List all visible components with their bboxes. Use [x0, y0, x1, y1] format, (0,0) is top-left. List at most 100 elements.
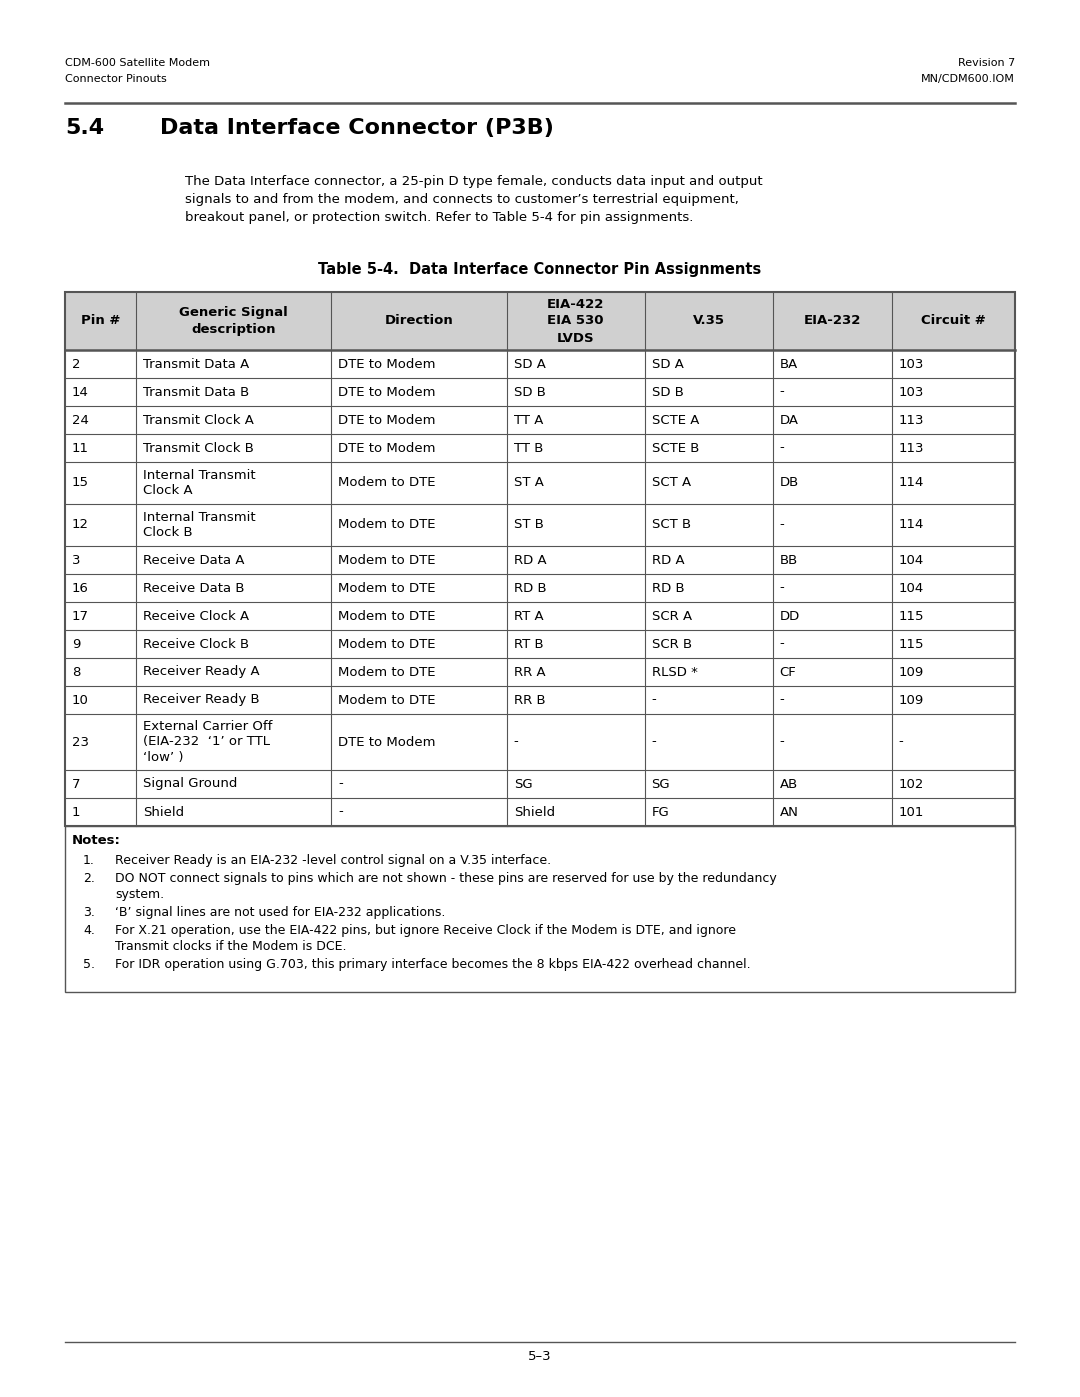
Text: MN/CDM600.IOM: MN/CDM600.IOM [921, 74, 1015, 84]
Text: SG: SG [514, 778, 532, 791]
Text: -: - [780, 693, 784, 707]
Text: Notes:: Notes: [72, 834, 121, 847]
Text: 115: 115 [899, 609, 924, 623]
Text: Receive Data A: Receive Data A [144, 553, 245, 567]
Text: DA: DA [780, 414, 799, 426]
Text: RT A: RT A [514, 609, 543, 623]
Text: ST A: ST A [514, 476, 543, 489]
Text: SCT A: SCT A [651, 476, 690, 489]
Text: 16: 16 [72, 581, 89, 595]
Bar [65, 826, 1015, 992]
Text: DTE to Modem: DTE to Modem [338, 735, 435, 749]
Text: Modem to DTE: Modem to DTE [338, 609, 435, 623]
Text: DTE to Modem: DTE to Modem [338, 358, 435, 370]
Text: signals to and from the modem, and connects to customer’s terrestrial equipment,: signals to and from the modem, and conne… [185, 193, 739, 205]
Text: 113: 113 [899, 414, 924, 426]
Text: 113: 113 [899, 441, 924, 454]
Text: -: - [899, 735, 903, 749]
Text: -: - [780, 581, 784, 595]
Text: 104: 104 [899, 581, 923, 595]
Text: 9: 9 [72, 637, 80, 651]
Text: SCR A: SCR A [651, 609, 691, 623]
Text: 109: 109 [899, 693, 923, 707]
Text: DD: DD [780, 609, 800, 623]
Text: -: - [651, 735, 657, 749]
Text: Table 5-4.  Data Interface Connector Pin Assignments: Table 5-4. Data Interface Connector Pin … [319, 263, 761, 277]
Text: 1: 1 [72, 806, 81, 819]
Text: EIA-422
EIA 530
LVDS: EIA-422 EIA 530 LVDS [546, 298, 605, 345]
Text: RD A: RD A [651, 553, 684, 567]
Text: Generic Signal
description: Generic Signal description [179, 306, 288, 337]
Text: For X.21 operation, use the EIA-422 pins, but ignore Receive Clock if the Modem : For X.21 operation, use the EIA-422 pins… [114, 923, 735, 937]
Text: SCTE B: SCTE B [651, 441, 699, 454]
Text: 114: 114 [899, 476, 923, 489]
Text: Transmit Clock A: Transmit Clock A [144, 414, 254, 426]
Text: Connector Pinouts: Connector Pinouts [65, 74, 166, 84]
Text: Receive Clock A: Receive Clock A [144, 609, 249, 623]
Text: TT B: TT B [514, 441, 543, 454]
Text: Receive Clock B: Receive Clock B [144, 637, 249, 651]
Text: 104: 104 [899, 553, 923, 567]
Text: 1.: 1. [83, 854, 95, 868]
Text: DTE to Modem: DTE to Modem [338, 414, 435, 426]
Bar [65, 292, 1015, 351]
Text: -: - [338, 778, 342, 791]
Text: SCR B: SCR B [651, 637, 691, 651]
Text: 14: 14 [72, 386, 89, 398]
Text: Modem to DTE: Modem to DTE [338, 476, 435, 489]
Text: -: - [338, 806, 342, 819]
Text: Shield: Shield [514, 806, 555, 819]
Text: 5–3: 5–3 [528, 1350, 552, 1363]
Text: Receiver Ready is an EIA-232 -level control signal on a V.35 interface.: Receiver Ready is an EIA-232 -level cont… [114, 854, 551, 868]
Text: Modem to DTE: Modem to DTE [338, 518, 435, 531]
Text: DTE to Modem: DTE to Modem [338, 441, 435, 454]
Text: -: - [651, 693, 657, 707]
Text: Transmit Clock B: Transmit Clock B [144, 441, 254, 454]
Text: Direction: Direction [384, 314, 454, 327]
Text: Transmit Data A: Transmit Data A [144, 358, 249, 370]
Text: breakout panel, or protection switch. Refer to Table 5-4 for pin assignments.: breakout panel, or protection switch. Re… [185, 211, 693, 224]
Text: 17: 17 [72, 609, 89, 623]
Text: 7: 7 [72, 778, 81, 791]
Text: 8: 8 [72, 665, 80, 679]
Text: 5.: 5. [83, 958, 95, 971]
Text: RR B: RR B [514, 693, 545, 707]
Text: 15: 15 [72, 476, 89, 489]
Text: RD B: RD B [651, 581, 684, 595]
Text: Shield: Shield [144, 806, 185, 819]
Text: FG: FG [651, 806, 670, 819]
Bar [65, 292, 1015, 826]
Text: 24: 24 [72, 414, 89, 426]
Text: 102: 102 [899, 778, 923, 791]
Text: Data Interface Connector (P3B): Data Interface Connector (P3B) [160, 117, 554, 138]
Text: Receiver Ready B: Receiver Ready B [144, 693, 260, 707]
Text: Internal Transmit: Internal Transmit [144, 469, 256, 482]
Text: Modem to DTE: Modem to DTE [338, 581, 435, 595]
Text: RT B: RT B [514, 637, 543, 651]
Text: For IDR operation using G.703, this primary interface becomes the 8 kbps EIA-422: For IDR operation using G.703, this prim… [114, 958, 751, 971]
Text: SG: SG [651, 778, 670, 791]
Text: DTE to Modem: DTE to Modem [338, 386, 435, 398]
Text: 2: 2 [72, 358, 81, 370]
Text: Clock B: Clock B [144, 527, 193, 539]
Text: 5.4: 5.4 [65, 117, 104, 138]
Text: 11: 11 [72, 441, 89, 454]
Text: BB: BB [780, 553, 798, 567]
Text: SCT B: SCT B [651, 518, 690, 531]
Text: 4.: 4. [83, 923, 95, 937]
Text: V.35: V.35 [692, 314, 725, 327]
Text: 10: 10 [72, 693, 89, 707]
Text: Circuit #: Circuit # [921, 314, 986, 327]
Text: -: - [514, 735, 518, 749]
Text: 115: 115 [899, 637, 924, 651]
Text: -: - [780, 386, 784, 398]
Text: EIA-232: EIA-232 [804, 314, 861, 327]
Text: BA: BA [780, 358, 798, 370]
Text: Clock A: Clock A [144, 483, 193, 497]
Text: Modem to DTE: Modem to DTE [338, 693, 435, 707]
Text: -: - [780, 735, 784, 749]
Text: Revision 7: Revision 7 [958, 59, 1015, 68]
Text: SD A: SD A [514, 358, 545, 370]
Text: SD B: SD B [651, 386, 684, 398]
Text: (EIA-232  ‘1’ or TTL: (EIA-232 ‘1’ or TTL [144, 735, 270, 749]
